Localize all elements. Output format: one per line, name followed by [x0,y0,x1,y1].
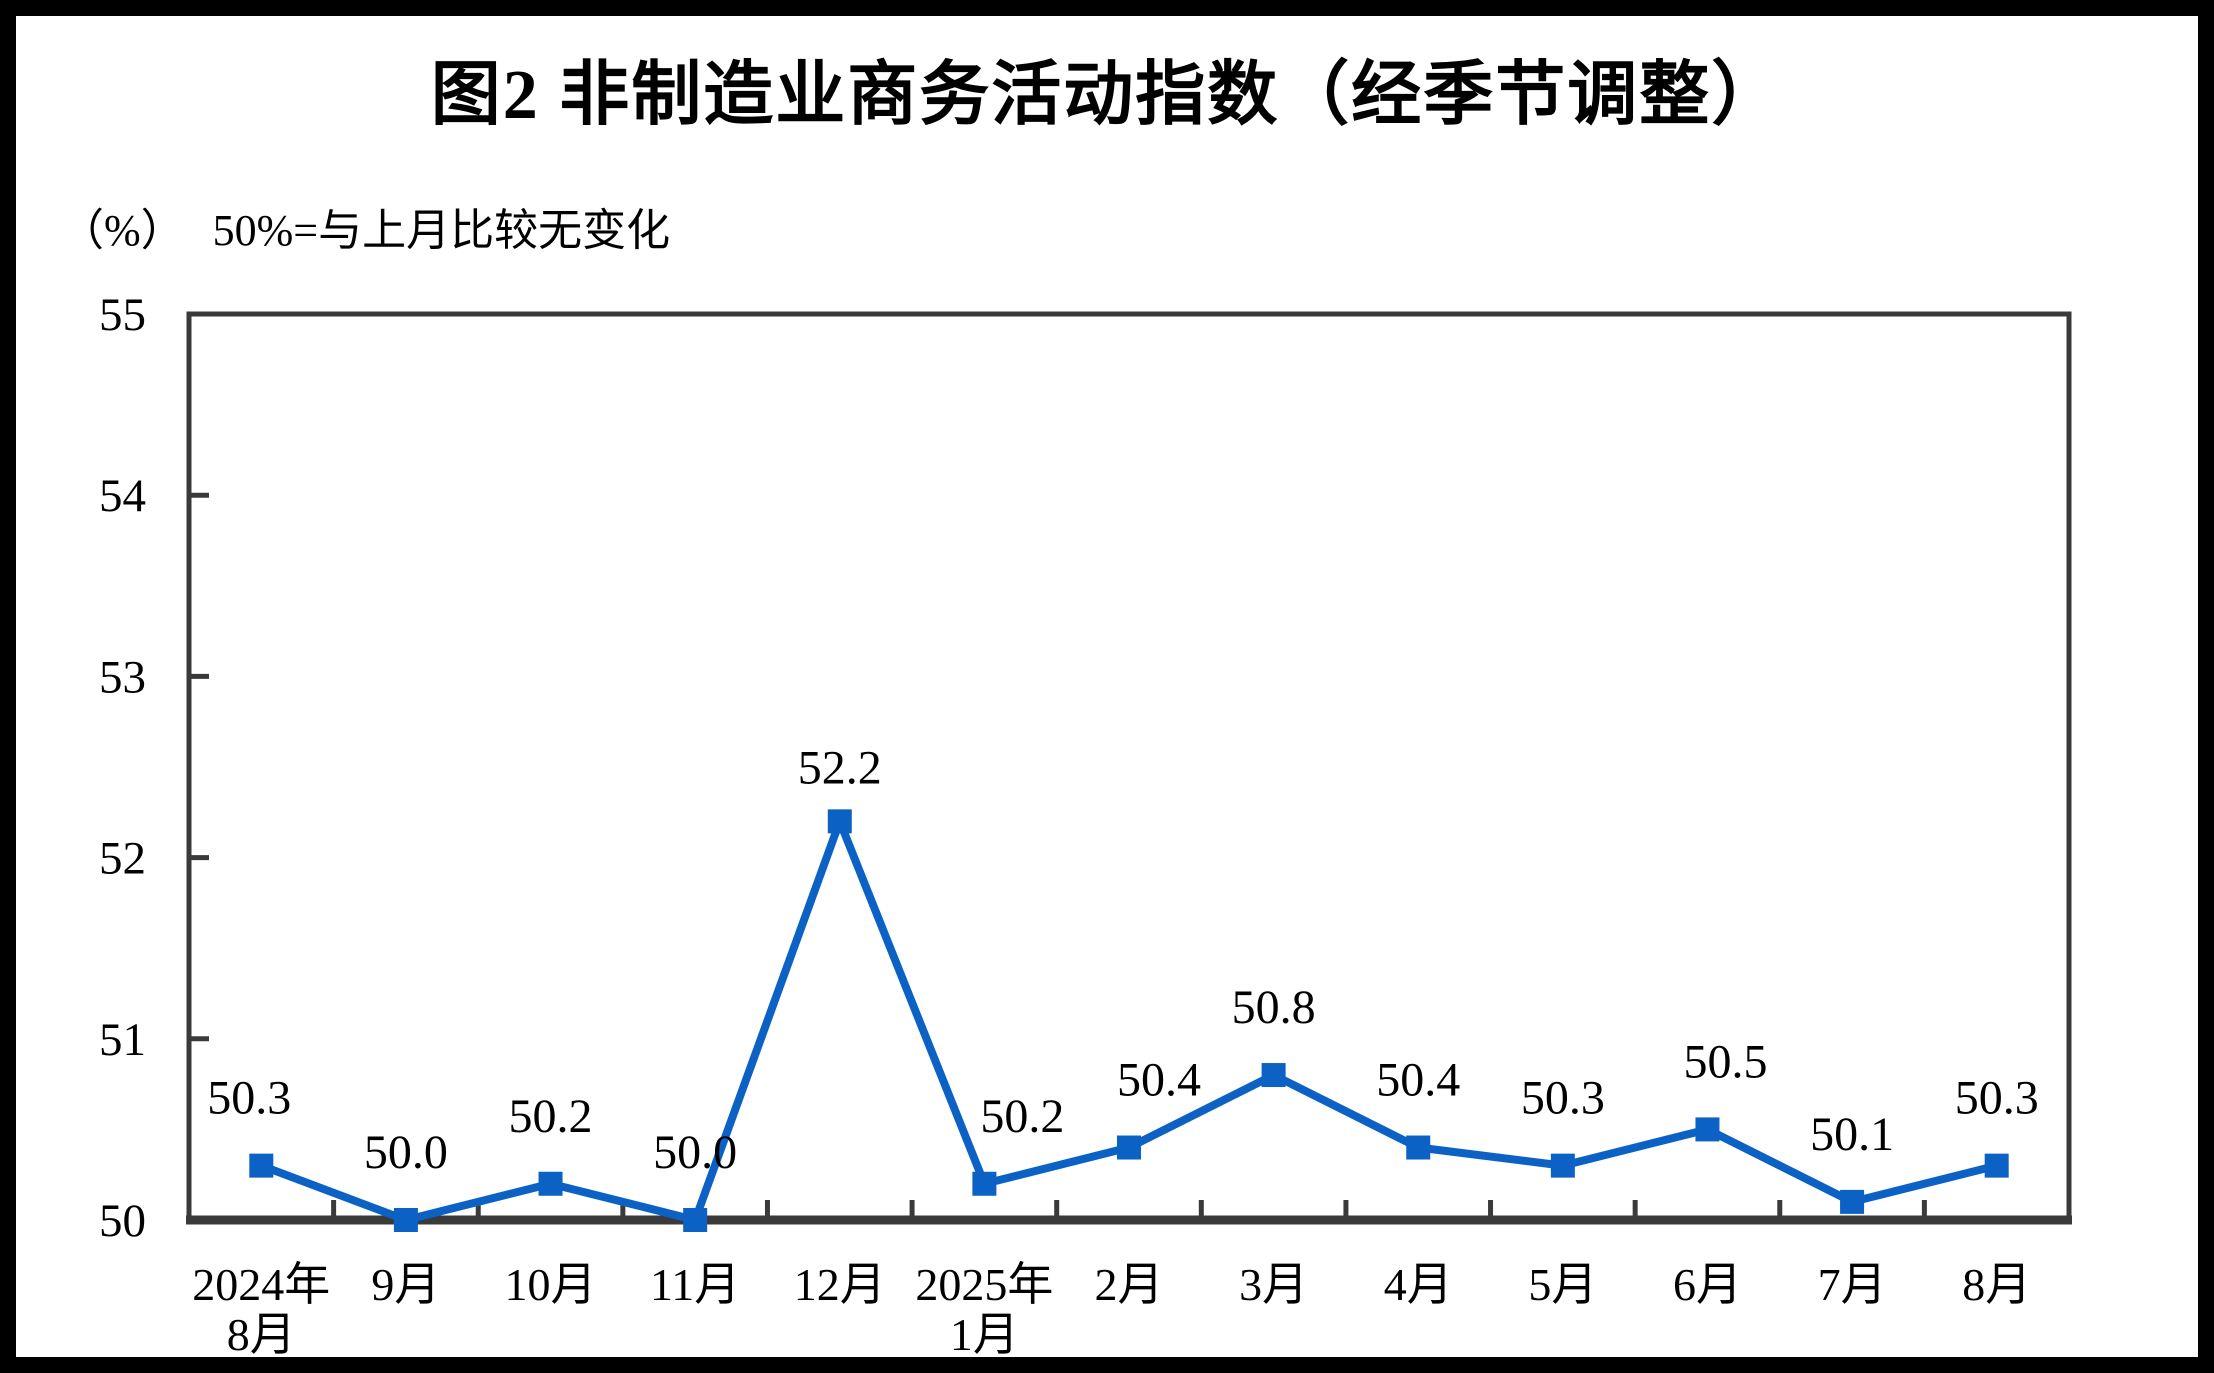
axis-unit-and-note: （%） 50%=与上月比较无变化 [60,194,670,258]
x-tick-label: 8月 [227,1309,296,1360]
y-tick-label: 53 [99,651,146,703]
x-tick-label: 2025年 [915,1259,1053,1310]
data-label: 52.2 [798,741,882,794]
data-label-group: 50.3 50.0 50.2 50.0 52.2 50.2 50.4 50.8 50.4 50.3… [207,741,2038,1179]
data-label: 50.0 [364,1126,448,1179]
x-tick-label: 5月 [1528,1259,1597,1310]
x-tick-label: 1月 [950,1309,1019,1360]
data-point-marker [972,1171,997,1196]
marker-group [249,809,2009,1232]
x-tick-label: 12月 [794,1259,886,1310]
data-label: 50.2 [509,1090,593,1143]
y-tick-label: 51 [99,1014,146,1066]
x-tick-label: 6月 [1673,1259,1742,1310]
data-label: 50.8 [1232,981,1316,1034]
data-point-marker [249,1153,274,1178]
x-tick-label: 9月 [371,1259,440,1310]
data-label: 50.4 [1117,1054,1201,1107]
data-point-marker [1117,1135,1141,1160]
data-label: 50.5 [1683,1035,1767,1088]
data-point-marker [1840,1189,1865,1214]
y-tick-label: 55 [99,289,146,341]
data-point-marker [538,1171,563,1196]
x-tick-label: 2024年 [192,1259,330,1310]
y-tick-group [189,492,209,1042]
data-label: 50.3 [1955,1072,2039,1125]
data-label: 50.4 [1376,1054,1460,1107]
y-tick-label: 52 [99,833,146,885]
y-axis-labels: 50 51 52 53 54 55 [99,289,146,1247]
y-tick-label: 50 [99,1195,146,1247]
data-point-marker [393,1208,418,1232]
chart-note: 50%=与上月比较无变化 [212,206,671,255]
data-label: 50.3 [1521,1072,1605,1125]
x-tick-label: 10月 [505,1259,597,1310]
line-series-group [257,817,2001,1224]
data-point-marker [1695,1117,1720,1142]
data-label: 50.0 [653,1126,737,1179]
x-tick-label: 2月 [1095,1259,1164,1310]
x-tick-label: 3月 [1239,1259,1308,1310]
line-series [257,817,2001,1224]
axes-group [186,311,2072,1225]
x-tick-label: 8月 [1962,1259,2031,1310]
data-point-marker [1984,1153,2009,1178]
data-point-marker [1550,1153,1575,1178]
y-axis-unit-label: （%） [60,206,185,255]
x-tick-label: 7月 [1818,1259,1887,1310]
data-label: 50.3 [207,1072,291,1125]
chart-title: 图2 非制造业商务活动指数（经季节调整） [430,57,1784,134]
x-tick-label: 11月 [650,1259,740,1310]
data-point-marker [1406,1135,1431,1160]
x-tick-label: 4月 [1384,1259,1453,1310]
data-label: 50.1 [1810,1108,1894,1161]
data-point-marker [1261,1063,1286,1088]
data-point-marker [827,809,852,834]
data-label: 50.2 [980,1090,1064,1143]
y-tick-label: 54 [99,470,146,522]
data-point-marker [683,1208,708,1232]
